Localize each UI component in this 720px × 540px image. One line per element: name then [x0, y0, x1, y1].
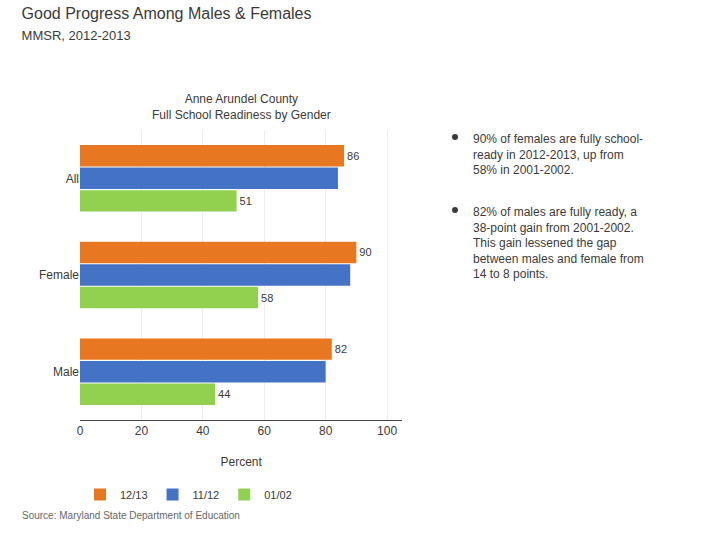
svg-text:86: 86 [347, 150, 359, 162]
svg-text:90: 90 [359, 246, 371, 258]
svg-text:51: 51 [240, 195, 252, 207]
svg-text:0: 0 [77, 424, 84, 438]
svg-text:Male: Male [53, 365, 79, 379]
svg-text:40: 40 [196, 424, 210, 438]
svg-text:58: 58 [261, 292, 273, 304]
svg-text:82: 82 [335, 343, 347, 355]
svg-text:12/13: 12/13 [120, 489, 148, 501]
svg-text:11/12: 11/12 [193, 489, 220, 501]
svg-text:Source: Maryland State Departm: Source: Maryland State Department of Edu… [22, 510, 240, 521]
svg-text:Percent: Percent [221, 455, 263, 469]
svg-text:100: 100 [377, 424, 397, 438]
svg-text:Female: Female [39, 268, 79, 282]
svg-text:80: 80 [319, 424, 333, 438]
svg-text:60: 60 [258, 424, 272, 438]
svg-text:82% of males are fully ready,: 82% of males are fully ready, a38-point … [473, 205, 644, 281]
svg-text:01/02: 01/02 [264, 489, 292, 501]
svg-text:Anne Arundel CountyFull School: Anne Arundel CountyFull School Readiness… [152, 92, 331, 122]
svg-text:Good Progress Among Males & Fe: Good Progress Among Males & FemalesMMSR,… [22, 5, 312, 43]
svg-text:20: 20 [135, 424, 149, 438]
svg-text:90% of females are fully schoo: 90% of females are fully school-ready in… [473, 132, 643, 177]
svg-text:44: 44 [218, 388, 230, 400]
svg-text:All: All [66, 172, 79, 186]
